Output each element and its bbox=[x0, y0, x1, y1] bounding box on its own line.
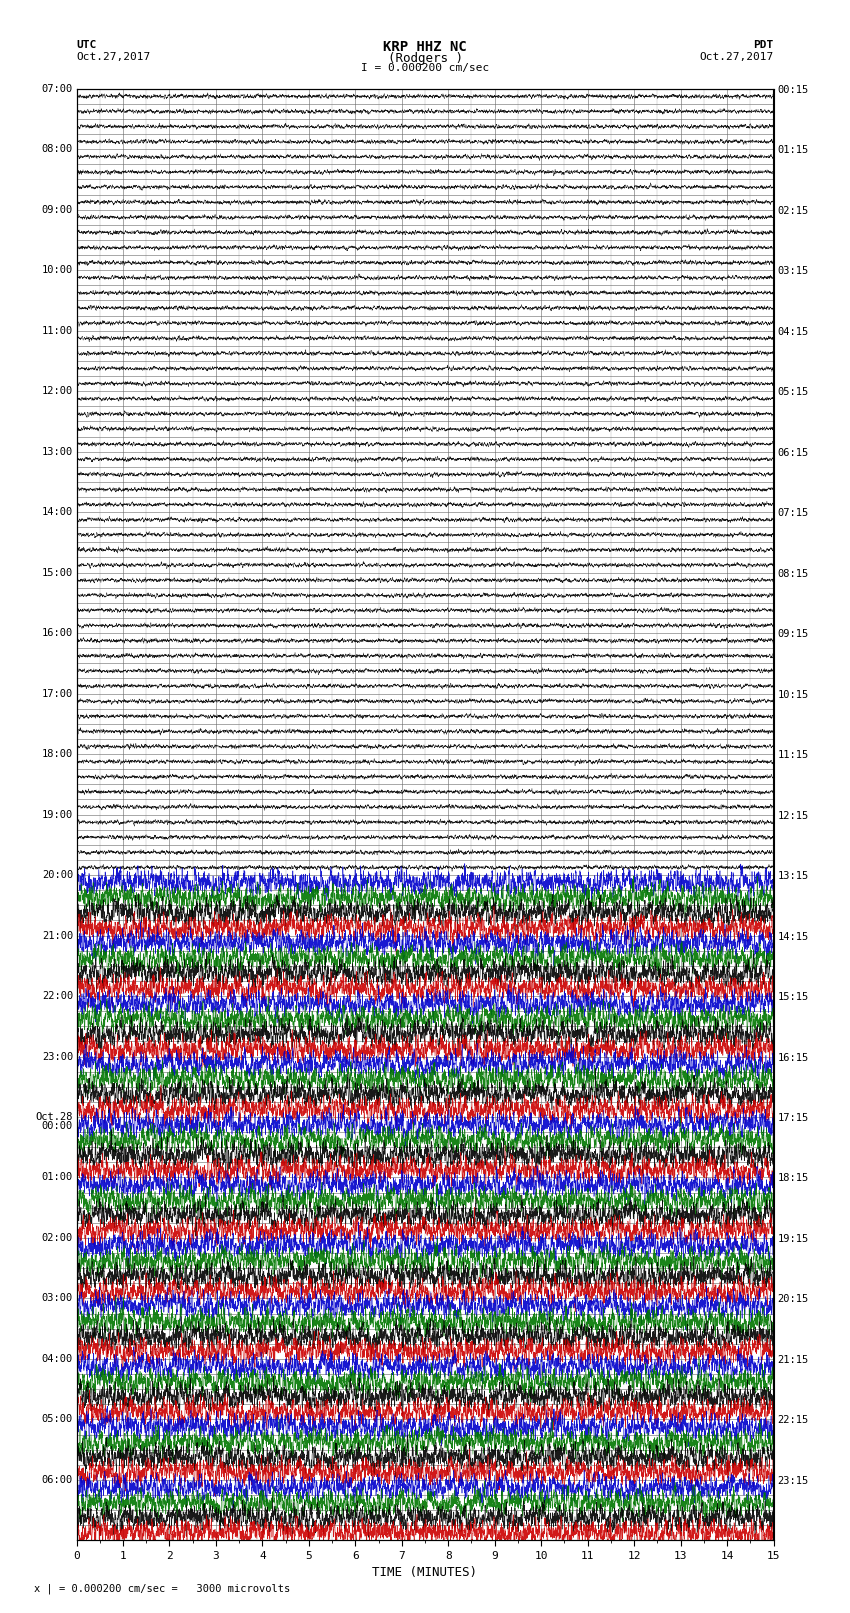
Text: 00:00: 00:00 bbox=[42, 1121, 73, 1131]
Text: 08:00: 08:00 bbox=[42, 144, 73, 155]
Text: Oct.27,2017: Oct.27,2017 bbox=[700, 52, 774, 61]
Text: PDT: PDT bbox=[753, 40, 774, 50]
Text: 01:00: 01:00 bbox=[42, 1173, 73, 1182]
Text: 17:00: 17:00 bbox=[42, 689, 73, 698]
Text: 20:00: 20:00 bbox=[42, 869, 73, 881]
Text: 14:00: 14:00 bbox=[42, 506, 73, 518]
Text: 12:00: 12:00 bbox=[42, 386, 73, 397]
Text: 04:00: 04:00 bbox=[42, 1353, 73, 1365]
Text: 07:00: 07:00 bbox=[42, 84, 73, 94]
Text: 11:00: 11:00 bbox=[42, 326, 73, 336]
Text: 09:00: 09:00 bbox=[42, 205, 73, 215]
Text: (Rodgers ): (Rodgers ) bbox=[388, 52, 462, 65]
Text: x | = 0.000200 cm/sec =   3000 microvolts: x | = 0.000200 cm/sec = 3000 microvolts bbox=[34, 1582, 290, 1594]
Text: 05:00: 05:00 bbox=[42, 1415, 73, 1424]
Text: Oct.28: Oct.28 bbox=[36, 1111, 73, 1123]
Text: 10:00: 10:00 bbox=[42, 265, 73, 276]
Text: 02:00: 02:00 bbox=[42, 1232, 73, 1244]
Text: 23:00: 23:00 bbox=[42, 1052, 73, 1061]
Text: 21:00: 21:00 bbox=[42, 931, 73, 940]
Text: UTC: UTC bbox=[76, 40, 97, 50]
Text: KRP HHZ NC: KRP HHZ NC bbox=[383, 40, 467, 55]
X-axis label: TIME (MINUTES): TIME (MINUTES) bbox=[372, 1566, 478, 1579]
Text: 06:00: 06:00 bbox=[42, 1474, 73, 1486]
Text: I = 0.000200 cm/sec: I = 0.000200 cm/sec bbox=[361, 63, 489, 73]
Text: 03:00: 03:00 bbox=[42, 1294, 73, 1303]
Text: 19:00: 19:00 bbox=[42, 810, 73, 819]
Text: 13:00: 13:00 bbox=[42, 447, 73, 456]
Text: 16:00: 16:00 bbox=[42, 627, 73, 639]
Text: 18:00: 18:00 bbox=[42, 748, 73, 760]
Text: 22:00: 22:00 bbox=[42, 990, 73, 1002]
Text: 15:00: 15:00 bbox=[42, 568, 73, 577]
Text: Oct.27,2017: Oct.27,2017 bbox=[76, 52, 150, 61]
